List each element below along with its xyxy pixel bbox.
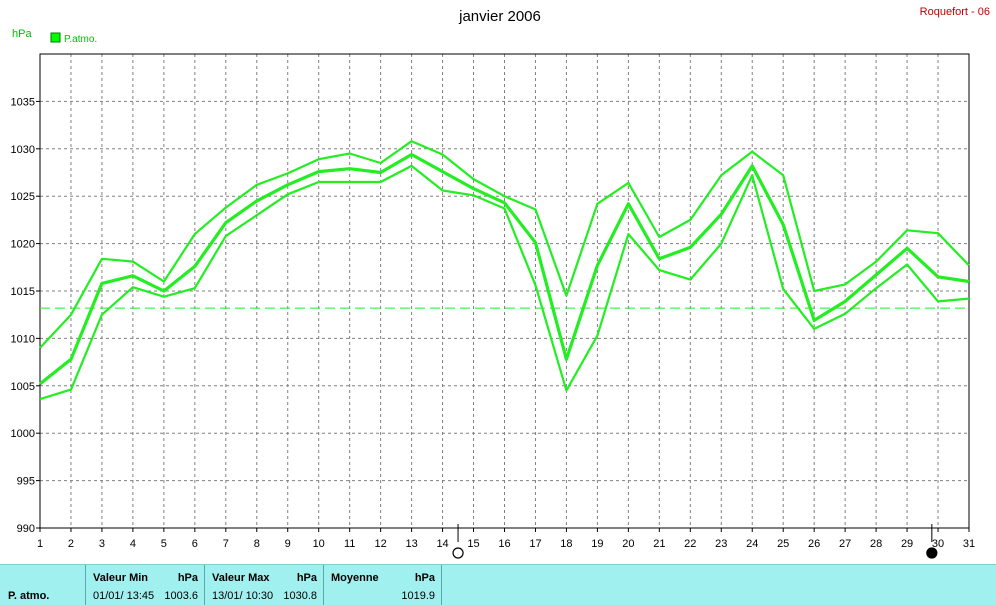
x-tick-label: 10 — [313, 538, 325, 550]
y-tick-label: 1005 — [11, 381, 35, 393]
x-tick-label: 20 — [622, 538, 634, 550]
y-tick-label: 1010 — [11, 333, 35, 345]
moon-phases — [452, 524, 938, 559]
series-line-avg — [39, 152, 970, 386]
x-tick-label: 23 — [715, 538, 727, 550]
y-tick-label: 1035 — [11, 96, 35, 108]
x-tick-label: 18 — [560, 538, 572, 550]
x-tick-label: 16 — [498, 538, 510, 550]
max-value-cell: Valeur Max hPa 13/01/ 10:30 1030.8 — [205, 565, 324, 605]
x-tick-label: 1 — [37, 538, 43, 550]
station-name: Roquefort - 06 — [919, 6, 990, 18]
y-tick-label: 1000 — [11, 428, 35, 440]
moon-full-icon — [452, 547, 464, 559]
x-tick-label: 31 — [963, 538, 975, 550]
stats-row-label-cell: P. atmo. — [0, 565, 86, 605]
x-tick-label: 26 — [808, 538, 820, 550]
x-tick-label: 6 — [192, 538, 198, 550]
chart-grid — [40, 54, 969, 528]
x-tick-label: 21 — [653, 538, 665, 550]
y-tick-label: 1015 — [11, 286, 35, 298]
min-value: 1003.6 — [164, 590, 198, 602]
series-line-max — [39, 140, 970, 349]
x-tick-label: 22 — [684, 538, 696, 550]
legend-swatch — [50, 32, 61, 43]
x-tick-label: 17 — [529, 538, 541, 550]
x-tick-label: 15 — [467, 538, 479, 550]
stats-row-label: P. atmo. — [8, 590, 50, 602]
x-tick-label: 2 — [68, 538, 74, 550]
y-tick-label: 1025 — [11, 191, 35, 203]
x-tick-label: 27 — [839, 538, 851, 550]
min-label: Valeur Min — [93, 572, 149, 584]
x-tick-label: 5 — [161, 538, 167, 550]
x-tick-label: 4 — [130, 538, 136, 550]
x-tick-label: 30 — [932, 538, 944, 550]
x-tick-label: 8 — [254, 538, 260, 550]
avg-unit: hPa — [414, 572, 435, 584]
max-when: 13/01/ 10:30 — [212, 590, 274, 602]
x-tick-label: 7 — [223, 538, 229, 550]
min-value-cell: Valeur Min hPa 01/01/ 13:45 1003.6 — [86, 565, 205, 605]
x-tick-label: 3 — [99, 538, 105, 550]
x-tick-label: 25 — [777, 538, 789, 550]
y-tick-label: 1030 — [11, 144, 35, 156]
avg-value: 1019.9 — [401, 590, 435, 602]
pressure-chart: janvier 2006 hPa P.atmo. 990 995 1000 1005 1… — [11, 8, 975, 559]
x-tick-label: 11 — [344, 538, 355, 550]
y-axis-unit: hPa — [12, 28, 32, 40]
x-tick-label: 12 — [375, 538, 387, 550]
x-tick-label: 28 — [870, 538, 882, 550]
series-line-min — [39, 164, 970, 401]
x-tick-label: 14 — [436, 538, 448, 550]
x-tick-label: 29 — [901, 538, 913, 550]
chart-title: janvier 2006 — [458, 8, 541, 25]
max-value: 1030.8 — [283, 590, 317, 602]
moon-new-icon — [926, 547, 938, 559]
x-tick-label: 9 — [285, 538, 291, 550]
min-unit: hPa — [177, 572, 198, 584]
min-when: 01/01/ 13:45 — [93, 590, 155, 602]
legend-label: P.atmo. — [64, 34, 97, 45]
x-tick-label: 13 — [405, 538, 417, 550]
y-tick-label: 1020 — [11, 239, 35, 251]
max-label: Valeur Max — [212, 572, 270, 584]
y-tick-label: 995 — [17, 476, 35, 488]
y-tick-label: 990 — [17, 523, 35, 535]
avg-label: Moyenne — [331, 572, 379, 584]
x-tick-label: 24 — [746, 538, 758, 550]
max-unit: hPa — [296, 572, 317, 584]
stats-bar: P. atmo. Valeur Min hPa 01/01/ 13:45 100… — [0, 564, 996, 605]
chart-series — [39, 140, 970, 401]
x-tick-label: 19 — [591, 538, 603, 550]
avg-value-cell: Moyenne hPa 1019.9 — [324, 565, 442, 605]
